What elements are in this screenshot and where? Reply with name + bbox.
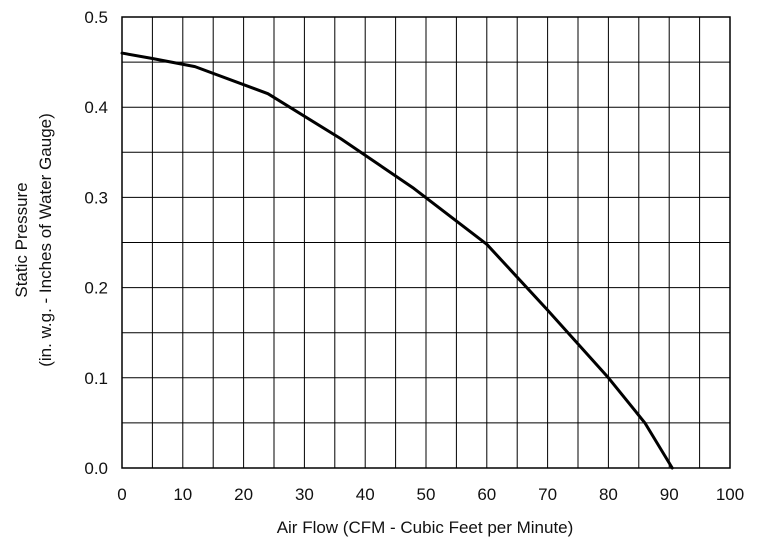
x-tick-label: 10 [173,485,192,504]
x-tick-label: 50 [417,485,436,504]
y-axis-label-line2: (in. w.g. - Inches of Water Gauge) [36,113,55,367]
x-tick-label: 90 [660,485,679,504]
y-tick-label: 0.4 [84,98,108,117]
y-axis-label-line1: Static Pressure [12,182,31,297]
x-tick-label: 80 [599,485,618,504]
y-tick-labels: 0.0 0.1 0.2 0.3 0.4 0.5 [84,8,108,478]
x-tick-label: 20 [234,485,253,504]
x-tick-label: 0 [117,485,126,504]
y-tick-label: 0.0 [84,459,108,478]
series-line [120,51,674,470]
x-tick-label: 70 [538,485,557,504]
y-tick-label: 0.5 [84,8,108,27]
plot-area-frame [121,16,731,469]
x-tick-label: 40 [356,485,375,504]
x-tick-labels: 0 10 20 30 40 50 60 70 80 90 100 [117,485,744,504]
grid-lines [122,17,730,468]
y-tick-label: 0.2 [84,279,108,298]
x-tick-label: 60 [477,485,496,504]
y-tick-label: 0.1 [84,369,108,388]
y-tick-label: 0.3 [84,188,108,207]
x-axis-label: Air Flow (CFM - Cubic Feet per Minute) [277,518,574,537]
x-tick-label: 30 [295,485,314,504]
x-tick-label: 100 [716,485,744,504]
